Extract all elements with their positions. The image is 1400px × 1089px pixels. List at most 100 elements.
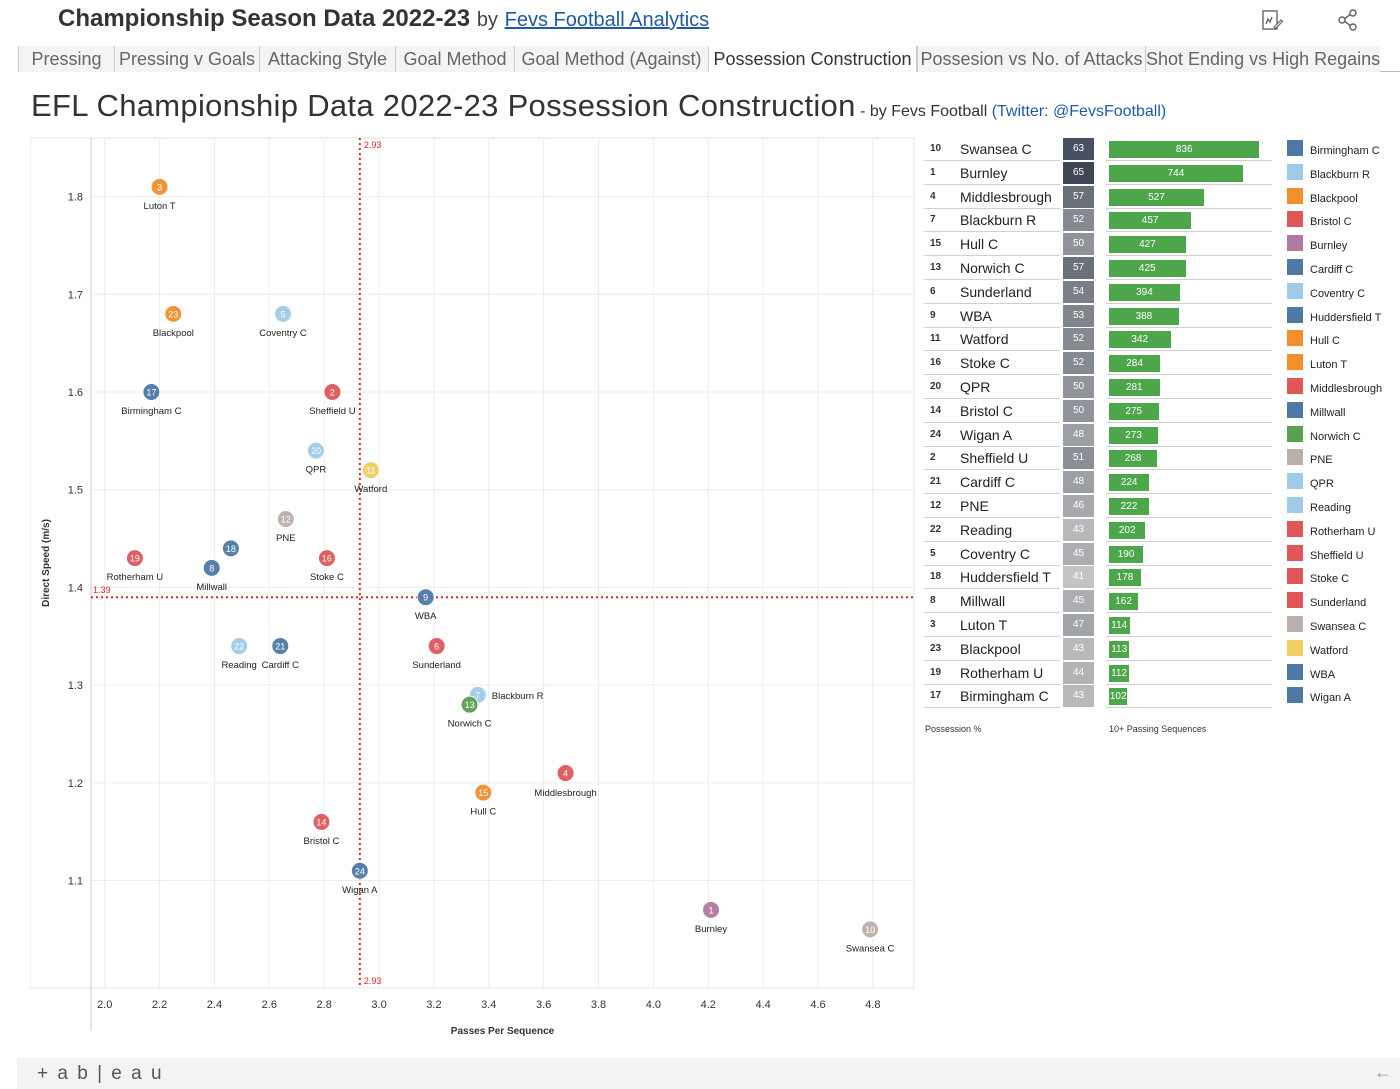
legend-item[interactable]: QPR xyxy=(1287,473,1400,491)
point-team-label: Burnley xyxy=(695,924,727,935)
tab-possession-construction[interactable]: Possession Construction xyxy=(708,46,917,72)
table-row[interactable]: 9 WBA 53 388 xyxy=(924,304,1274,328)
point-team-label: QPR xyxy=(306,465,327,476)
x-tick-label: 4.6 xyxy=(810,999,825,1011)
point-rank-label: 10 xyxy=(865,925,875,935)
table-row[interactable]: 3 Luton T 47 114 xyxy=(924,614,1274,637)
table-row[interactable]: 24 Wigan A 48 273 xyxy=(924,423,1274,447)
table-row[interactable]: 23 Blackpool 43 113 xyxy=(924,637,1274,661)
table-row[interactable]: 16 Stoke C 52 284 xyxy=(924,352,1274,376)
legend-item[interactable]: Stoke C xyxy=(1287,568,1400,586)
legend-item[interactable]: Luton T xyxy=(1287,354,1400,372)
table-row[interactable]: 14 Bristol C 50 275 xyxy=(924,399,1274,423)
legend-item[interactable]: Wigan A xyxy=(1287,687,1400,705)
legend-item[interactable]: Burnley xyxy=(1287,235,1400,253)
table-row[interactable]: 10 Swansea C 63 836 xyxy=(924,138,1274,161)
tab-possession-vs-attacks[interactable]: Possesion vs No. of Attacks xyxy=(917,46,1145,72)
x-tick-label: 2.2 xyxy=(152,999,167,1011)
table-row[interactable]: 13 Norwich C 57 425 xyxy=(924,257,1274,280)
bar-divider xyxy=(1106,683,1272,685)
legend-item[interactable]: Rotherham U xyxy=(1287,520,1400,539)
plot-area xyxy=(30,137,915,989)
table-row[interactable]: 17 Birmingham C 43 102 xyxy=(924,685,1274,709)
legend-item[interactable]: Bristol C xyxy=(1287,211,1400,229)
ref-line-x-label-top: 2.93 xyxy=(364,140,382,150)
point-team-label: Rotherham U xyxy=(107,572,164,583)
table-row[interactable]: 18 Huddersfield T 41 178 xyxy=(924,566,1274,590)
scatter-point xyxy=(556,764,575,783)
legend-item[interactable]: Huddersfield T xyxy=(1287,306,1400,325)
row-divider xyxy=(924,160,1060,161)
table-row[interactable]: 15 Hull C 50 427 xyxy=(924,233,1274,257)
row-team: Blackpool xyxy=(960,640,1021,657)
tab-goal-method-against[interactable]: Goal Method (Against) xyxy=(514,46,708,72)
tab-attacking-style[interactable]: Attacking Style xyxy=(259,46,395,72)
legend-item[interactable]: WBA xyxy=(1287,663,1400,682)
point-team-label: Swansea C xyxy=(846,943,895,954)
point-rank-label: 23 xyxy=(168,309,178,319)
legend-item[interactable]: Watford xyxy=(1287,639,1400,658)
scatter-point xyxy=(312,812,331,831)
table-row[interactable]: 6 Sunderland 54 394 xyxy=(924,280,1274,304)
row-team: Luton T xyxy=(960,617,1008,633)
table-row[interactable]: 7 Blackburn R 52 457 xyxy=(924,209,1274,233)
legend-item[interactable]: Reading xyxy=(1287,497,1400,515)
twitter-handle[interactable]: (Twitter: @FevsFootball) xyxy=(991,103,1167,120)
author-link[interactable]: Fevs Football Analytics xyxy=(504,9,710,31)
sequences-bar: 744 xyxy=(1109,164,1243,182)
table-row[interactable]: 12 PNE 46 222 xyxy=(924,495,1274,518)
point-rank-label: 2 xyxy=(330,388,335,398)
edit-icon[interactable] xyxy=(1260,8,1284,32)
arrow-left-icon[interactable]: ← xyxy=(1374,1062,1392,1082)
legend-swatch xyxy=(1287,425,1303,442)
possession-cell: 52 xyxy=(1063,328,1094,351)
legend-item[interactable]: Cardiff C xyxy=(1287,259,1400,277)
point-rank-label: 7 xyxy=(475,690,480,700)
legend-item[interactable]: Norwich C xyxy=(1287,425,1400,444)
legend-item[interactable]: PNE xyxy=(1287,449,1400,467)
table-row[interactable]: 2 Sheffield U 51 268 xyxy=(924,447,1274,471)
tableau-logo[interactable]: + a b | e a u xyxy=(37,1063,164,1084)
point-rank-label: 21 xyxy=(275,642,285,652)
x-axis-title: Passes Per Sequence xyxy=(451,1026,555,1037)
row-rank: 18 xyxy=(930,571,942,583)
tab-shot-ending-vs-regains[interactable]: Shot Ending vs High Regains xyxy=(1145,46,1380,72)
legend-item[interactable]: Millwall xyxy=(1287,401,1400,420)
scatter-point xyxy=(306,441,325,460)
legend-label: Stoke C xyxy=(1310,573,1350,586)
row-team: Cardiff C xyxy=(960,474,1015,491)
legend-item[interactable]: Blackburn R xyxy=(1287,163,1400,182)
table-row[interactable]: 8 Millwall 45 162 xyxy=(924,590,1274,614)
tab-goal-method[interactable]: Goal Method xyxy=(395,46,514,72)
table-row[interactable]: 19 Rotherham U 44 112 xyxy=(924,661,1274,685)
point-rank-label: 13 xyxy=(465,700,475,710)
legend-label: QPR xyxy=(1310,478,1334,491)
table-row[interactable]: 22 Reading 43 202 xyxy=(924,518,1274,542)
table-row[interactable]: 21 Cardiff C 48 224 xyxy=(924,471,1274,495)
legend-item[interactable]: Coventry C xyxy=(1287,282,1400,301)
table-row[interactable]: 11 Watford 52 342 xyxy=(924,328,1274,352)
legend-item[interactable]: Hull C xyxy=(1287,330,1400,348)
row-rank: 16 xyxy=(930,357,942,369)
legend-label: PNE xyxy=(1310,454,1333,467)
legend-swatch xyxy=(1287,592,1303,609)
legend-item[interactable]: Blackpool xyxy=(1287,187,1400,206)
legend-item[interactable]: Swansea C xyxy=(1287,616,1400,634)
sequences-bar: 112 xyxy=(1109,664,1130,682)
tab-pressing-v-goals[interactable]: Pressing v Goals xyxy=(114,46,259,72)
table-row[interactable]: 20 QPR 50 281 xyxy=(924,376,1274,399)
point-rank-label: 20 xyxy=(311,446,321,456)
legend-item[interactable]: Sunderland xyxy=(1287,592,1400,610)
legend-item[interactable]: Sheffield U xyxy=(1287,544,1400,563)
table-row[interactable]: 1 Burnley 65 744 xyxy=(924,161,1274,185)
table-row[interactable]: 4 Middlesbrough 57 527 xyxy=(924,185,1274,209)
x-tick-label: 3.8 xyxy=(591,999,606,1011)
table-row[interactable]: 5 Coventry C 45 190 xyxy=(924,542,1274,566)
point-team-label: Watford xyxy=(354,484,387,495)
tab-pressing[interactable]: Pressing xyxy=(18,46,114,72)
x-tick-label: 3.2 xyxy=(426,999,441,1011)
row-team: WBA xyxy=(960,307,992,324)
share-icon[interactable] xyxy=(1336,8,1360,32)
legend-item[interactable]: Birmingham C xyxy=(1287,140,1400,158)
legend-item[interactable]: Middlesbrough xyxy=(1287,378,1400,396)
